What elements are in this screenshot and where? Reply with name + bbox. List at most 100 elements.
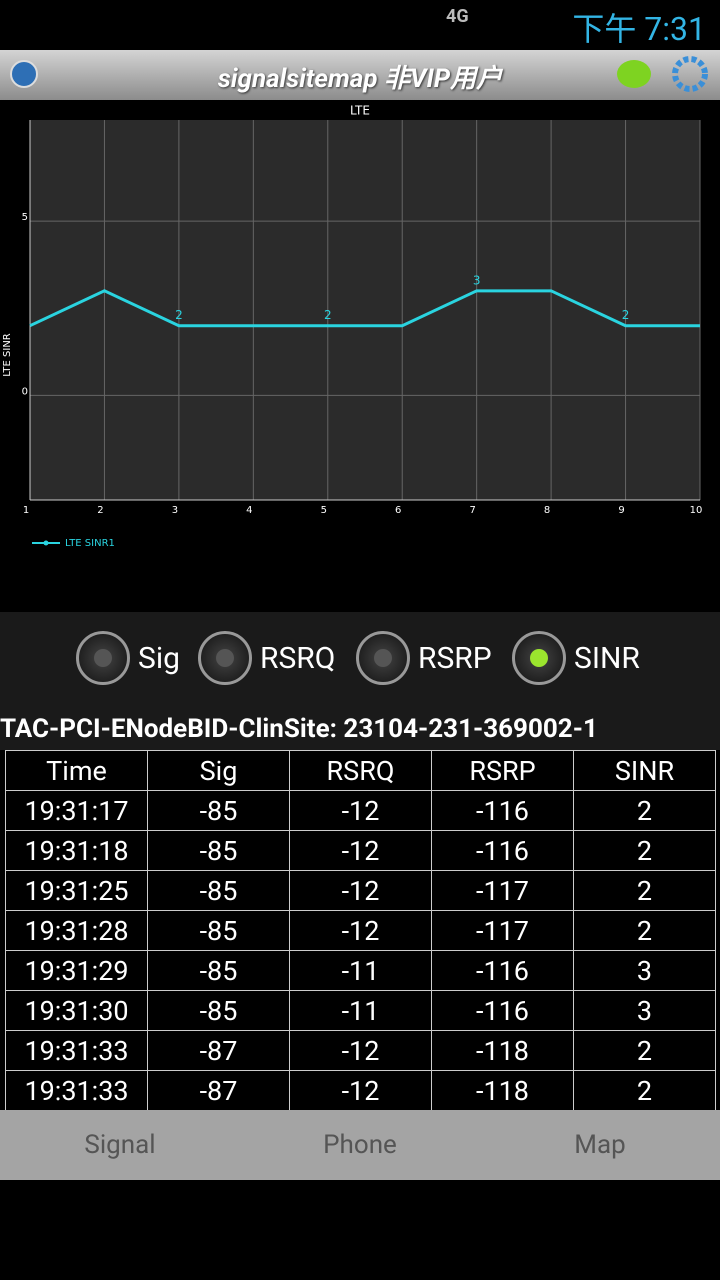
chart-title: LTE	[350, 104, 370, 118]
radio-button[interactable]	[512, 631, 566, 685]
table-cell: -12	[289, 1070, 432, 1111]
table-cell: -12	[289, 870, 432, 911]
table-row: 19:31:17 -85 -12 -116 2	[5, 790, 716, 831]
radio-indicator	[374, 649, 392, 667]
radio-label: Sig	[138, 640, 180, 676]
plot-area	[30, 120, 700, 500]
clock: 下午 7:31	[572, 10, 706, 48]
table-cell: -118	[431, 1030, 574, 1071]
y-axis-label: LTE SINR	[2, 333, 13, 377]
x-tick-label: 3	[172, 505, 178, 516]
table-cell: 19:31:29	[5, 950, 148, 991]
header-cell: Time	[5, 750, 148, 791]
table-cell: -116	[431, 950, 574, 991]
table-cell: 19:31:18	[5, 830, 148, 871]
data-label: 3	[473, 273, 481, 287]
data-label: 2	[324, 308, 332, 322]
radio-option[interactable]: RSRQ	[198, 628, 335, 688]
table-cell: 19:31:33	[5, 1070, 148, 1111]
chat-icon[interactable]	[617, 60, 651, 88]
header-cell: RSRP	[431, 750, 574, 791]
chart: LTE LTE SINR 1 2 3 4 5 6 7 8 9 10 0 5 2 2 3 2 LTE SINR1	[2, 104, 703, 550]
table-cell: -118	[431, 1070, 574, 1111]
x-tick-label: 10	[690, 505, 703, 516]
app-bar: signalsitemap 非VIP用户	[0, 50, 720, 100]
table-row: 19:31:18 -85 -12 -116 2	[5, 830, 716, 871]
table-cell: -12	[289, 1030, 432, 1071]
x-tick-label: 4	[246, 505, 252, 516]
legend-label: LTE SINR1	[65, 538, 115, 549]
table-cell: 19:31:28	[5, 910, 148, 951]
table-cell: -117	[431, 870, 574, 911]
table-cell: -116	[431, 830, 574, 871]
table-cell: 2	[573, 790, 716, 831]
tab-bar: Signal Phone Map	[0, 1110, 720, 1180]
radio-indicator	[530, 649, 548, 667]
table-row: 19:31:28 -85 -12 -117 2	[5, 910, 716, 951]
table-cell: 2	[573, 870, 716, 911]
tab[interactable]: Signal	[84, 1130, 156, 1160]
radio-option[interactable]: RSRP	[356, 628, 492, 688]
table-cell: -85	[147, 870, 290, 911]
table-cell: -116	[431, 990, 574, 1031]
radio-button[interactable]	[198, 631, 252, 685]
table-cell: -12	[289, 790, 432, 831]
table-cell: -85	[147, 790, 290, 831]
table-cell: 2	[573, 1070, 716, 1111]
x-tick-label: 8	[544, 505, 550, 516]
table-cell: 2	[573, 910, 716, 951]
settings-icon[interactable]	[672, 56, 708, 92]
table-cell: -11	[289, 950, 432, 991]
header-row: Time Sig RSRQ RSRP SINR	[5, 750, 716, 791]
header-cell: SINR	[573, 750, 716, 791]
x-tick-label: 2	[97, 505, 103, 516]
x-tick-label: 5	[321, 505, 327, 516]
x-tick-label: 1	[23, 505, 29, 516]
table-row: 19:31:33 -87 -12 -118 2	[5, 1070, 716, 1111]
y-tick-label: 0	[22, 386, 28, 397]
table-cell: 19:31:25	[5, 870, 148, 911]
header-cell: RSRQ	[289, 750, 432, 791]
table-cell: -87	[147, 1030, 290, 1071]
radio-option[interactable]: SINR	[512, 628, 640, 688]
table-cell: -85	[147, 830, 290, 871]
radio-button[interactable]	[76, 631, 130, 685]
table-cell: -116	[431, 790, 574, 831]
header-cell: Sig	[147, 750, 290, 791]
tab[interactable]: Phone	[323, 1130, 397, 1160]
table-cell: 19:31:17	[5, 790, 148, 831]
table-cell: -87	[147, 1070, 290, 1111]
app-title: signalsitemap 非VIP用户	[217, 64, 503, 94]
radio-indicator	[216, 649, 234, 667]
table-cell: -85	[147, 950, 290, 991]
table-row: 19:31:29 -85 -11 -116 3	[5, 950, 716, 991]
x-tick-label: 6	[395, 505, 401, 516]
table-cell: -85	[147, 990, 290, 1031]
table-row: 19:31:33 -87 -12 -118 2	[5, 1030, 716, 1071]
radio-indicator	[94, 649, 112, 667]
table-cell: 3	[573, 990, 716, 1031]
table-cell: -117	[431, 910, 574, 951]
table-row: 19:31:30 -85 -11 -116 3	[5, 990, 716, 1031]
app-icon[interactable]	[10, 60, 38, 88]
table-cell: 2	[573, 830, 716, 871]
app-icons	[10, 56, 708, 92]
table-cell: -85	[147, 910, 290, 951]
tab[interactable]: Map	[574, 1130, 626, 1160]
table-cell: 2	[573, 1030, 716, 1071]
data-line	[29, 289, 700, 328]
table-cell: 19:31:33	[5, 1030, 148, 1071]
radio-button[interactable]	[356, 631, 410, 685]
table-cell: 3	[573, 950, 716, 991]
radio-label: RSRQ	[260, 640, 336, 676]
radio-label: SINR	[574, 640, 640, 676]
x-tick-label: 9	[618, 505, 624, 516]
site-info: TAC-PCI-ENodeBID-ClinSite: 23104-231-369…	[0, 708, 720, 750]
table-cell: 19:31:30	[5, 990, 148, 1031]
table-cell: -12	[289, 910, 432, 951]
table-cell: -12	[289, 830, 432, 871]
data-label: 2	[175, 308, 183, 322]
radio-option[interactable]: Sig	[76, 628, 180, 688]
status-bar: 4G 下午 7:31	[0, 0, 720, 50]
radio-group: Sig RSRQ RSRP SINR	[0, 612, 720, 708]
